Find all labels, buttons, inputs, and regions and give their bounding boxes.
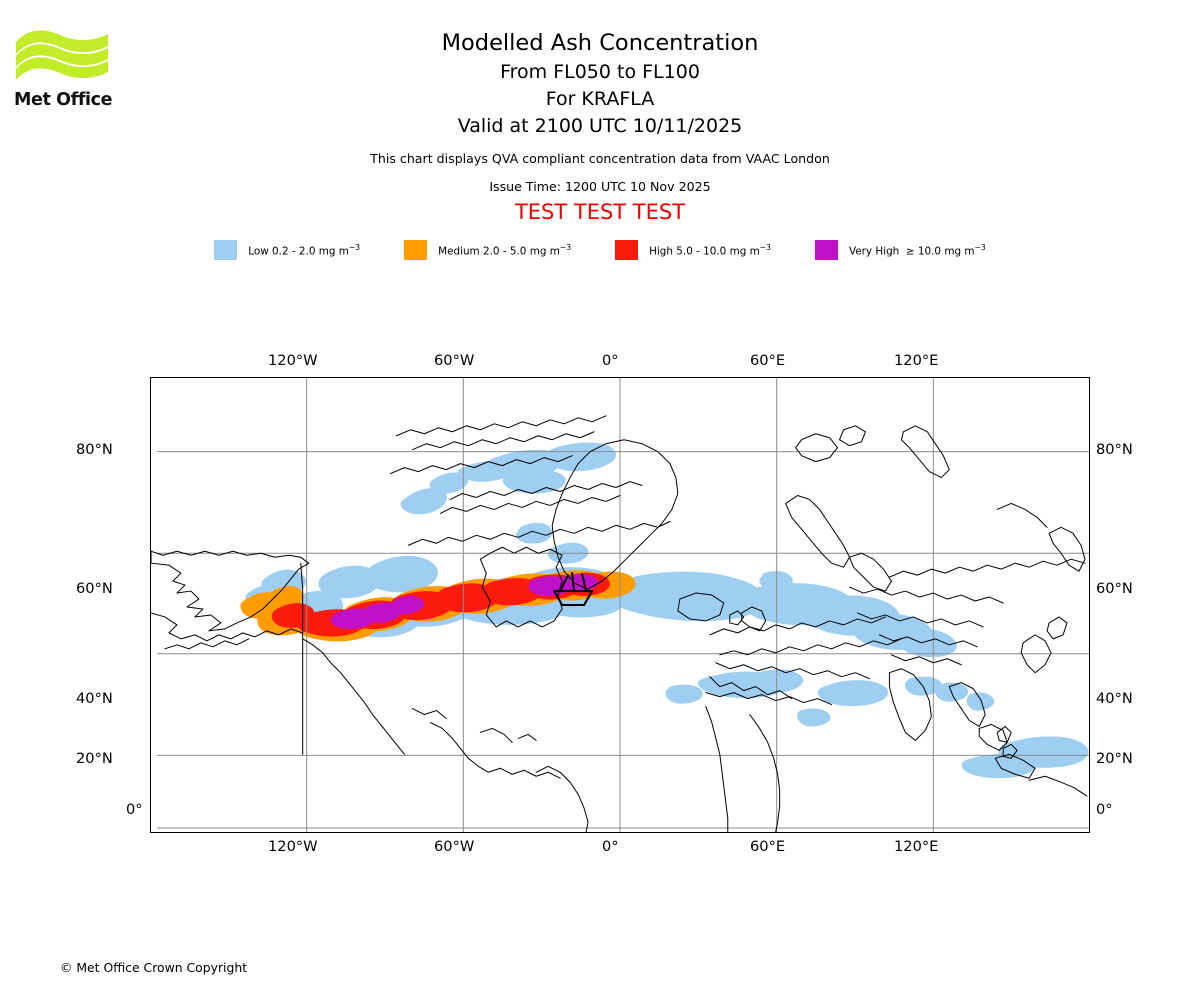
- issue-time: Issue Time: 1200 UTC 10 Nov 2025: [489, 179, 711, 194]
- x-tick-bottom-0: 0°: [602, 838, 619, 855]
- x-tick-top-0: 0°: [602, 352, 619, 369]
- flight-level-subtitle: From FL050 to FL100: [500, 61, 700, 83]
- y-tick-left-0: 0°: [126, 801, 143, 818]
- x-tick-top-120w: 120°W: [268, 352, 318, 369]
- y-tick-right-20n: 20°N: [1096, 750, 1133, 767]
- x-tick-top-120e: 120°E: [894, 352, 939, 369]
- legend-swatch-high: [615, 240, 639, 260]
- legend-swatch-medium: [404, 240, 428, 260]
- met-office-logo: Met Office: [14, 26, 122, 110]
- y-tick-right-60n: 60°N: [1096, 580, 1133, 597]
- legend-label-high: High 5.0 - 10.0 mg m−3: [649, 242, 771, 258]
- page-title: Modelled Ash Concentration: [441, 30, 759, 56]
- map-coastlines: [151, 415, 1088, 832]
- x-tick-bottom-60w: 60°W: [434, 838, 475, 855]
- x-tick-top-60w: 60°W: [434, 352, 475, 369]
- legend-label-medium: Medium 2.0 - 5.0 mg m−3: [438, 242, 572, 258]
- legend-swatch-low: [214, 240, 238, 260]
- y-tick-left-40n: 40°N: [76, 690, 113, 707]
- legend-label-low: Low 0.2 - 2.0 mg m−3: [248, 242, 361, 258]
- header-block: Modelled Ash Concentration From FL050 to…: [0, 28, 1200, 226]
- x-tick-bottom-60e: 60°E: [750, 838, 786, 855]
- y-tick-right-0: 0°: [1096, 801, 1113, 818]
- qva-note: This chart displays QVA compliant concen…: [370, 151, 830, 166]
- y-tick-right-80n: 80°N: [1096, 441, 1133, 458]
- ash-layer-very-high: [330, 574, 599, 630]
- x-tick-bottom-120w: 120°W: [268, 838, 318, 855]
- x-tick-bottom-120e: 120°E: [894, 838, 939, 855]
- x-tick-top-60e: 60°E: [750, 352, 786, 369]
- legend-item-very-high: Very High ≥ 10.0 mg m−3: [814, 240, 986, 260]
- map-graticule: [156, 378, 1089, 832]
- legend-item-high: High 5.0 - 10.0 mg m−3: [615, 240, 771, 260]
- legend-swatch-very-high: [814, 240, 838, 260]
- y-tick-right-40n: 40°N: [1096, 690, 1133, 707]
- copyright-notice: © Met Office Crown Copyright: [60, 960, 248, 975]
- map-plot-area: [150, 377, 1090, 833]
- legend-label-very-high: Very High ≥ 10.0 mg m−3: [848, 242, 986, 258]
- world-map: [151, 378, 1089, 832]
- y-tick-left-80n: 80°N: [76, 441, 113, 458]
- concentration-legend: Low 0.2 - 2.0 mg m−3 Medium 2.0 - 5.0 mg…: [0, 240, 1200, 260]
- volcano-marker-icon: [553, 572, 594, 607]
- logo-wordmark: Met Office: [14, 90, 113, 110]
- volcano-subtitle: For KRAFLA: [545, 88, 655, 110]
- valid-time-subtitle: Valid at 2100 UTC 10/11/2025: [457, 115, 743, 137]
- legend-item-medium: Medium 2.0 - 5.0 mg m−3: [404, 240, 571, 260]
- logo-waves-icon: [16, 30, 108, 80]
- y-tick-left-60n: 60°N: [76, 580, 113, 597]
- legend-item-low: Low 0.2 - 2.0 mg m−3: [214, 240, 360, 260]
- test-watermark: TEST TEST TEST: [514, 200, 686, 224]
- y-tick-left-20n: 20°N: [76, 750, 113, 767]
